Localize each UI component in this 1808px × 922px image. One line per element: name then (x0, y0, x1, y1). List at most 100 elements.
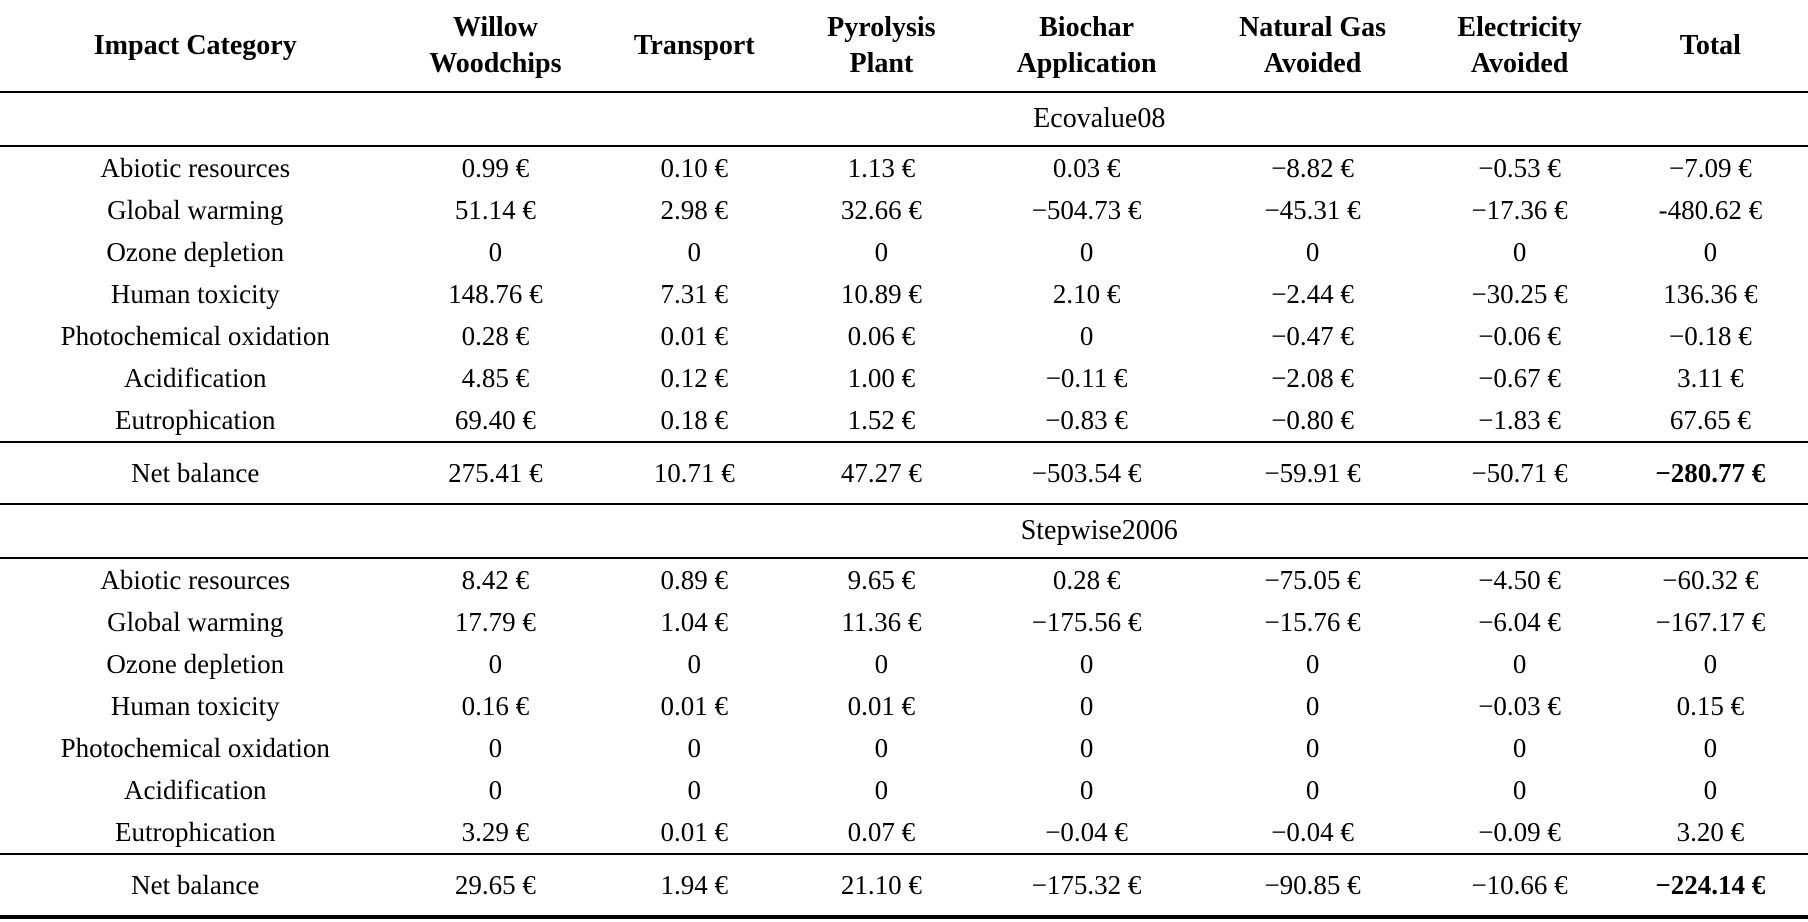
net-balance-value-cell: −10.66 € (1426, 853, 1613, 918)
value-cell: 0.12 € (660, 363, 729, 393)
value-cell: 0 (1512, 649, 1527, 679)
value-cell: −0.67 € (1478, 363, 1561, 393)
value-cell: 0.28 € (461, 321, 530, 351)
value-cell: −6.04 € (1478, 607, 1561, 637)
value-cell: −0.53 € (1478, 153, 1561, 183)
row-label: Global warming (107, 607, 284, 637)
column-header-electricity-avoided: Electricity Avoided (1426, 0, 1613, 93)
value-cell: −30.25 € (1471, 279, 1568, 309)
table-row-photochemical-oxidation: Photochemical oxidation 0 0 0 0 0 0 0 (0, 727, 1808, 769)
value-cell: 7.31 € (660, 279, 729, 309)
column-header-willow-woodchips: Willow Woodchips (390, 0, 601, 93)
net-balance-value-cell: −90.85 € (1198, 853, 1427, 918)
net-balance-value-cell: −175.32 € (974, 853, 1199, 918)
value-cell: 0.28 € (1052, 565, 1121, 595)
value-cell: 0 (1079, 775, 1094, 805)
value-cell: −17.36 € (1471, 195, 1568, 225)
net-balance-total-cell: −280.77 € (1612, 441, 1808, 505)
value-cell: 0 (488, 775, 503, 805)
section-title: Stepwise2006 (390, 504, 1808, 559)
value-cell: −0.04 € (1045, 817, 1128, 847)
value-cell: 3.20 € (1676, 817, 1745, 847)
value-cell: 0 (1703, 649, 1718, 679)
net-balance-value-cell: 29.65 € (390, 853, 601, 918)
column-header-total: Total (1612, 0, 1808, 93)
value-cell: 17.79 € (454, 607, 536, 637)
value-cell: −0.80 € (1271, 405, 1354, 435)
value-cell: 0 (687, 237, 702, 267)
value-cell: -480.62 € (1658, 195, 1763, 225)
value-cell: 0 (488, 649, 503, 679)
table-row-ozone-depletion: Ozone depletion 0 0 0 0 0 0 0 (0, 643, 1808, 685)
value-cell: −0.11 € (1045, 363, 1128, 393)
net-balance-value-cell: 1.94 € (600, 853, 789, 918)
value-cell: 0 (874, 775, 889, 805)
value-cell: −2.08 € (1271, 363, 1354, 393)
section-title: Ecovalue08 (390, 92, 1808, 147)
value-cell: 0.99 € (461, 153, 530, 183)
value-cell: −1.83 € (1478, 405, 1561, 435)
value-cell: 148.76 € (448, 279, 543, 309)
value-cell: −45.31 € (1264, 195, 1361, 225)
net-balance-value-cell: 21.10 € (788, 853, 975, 918)
column-header-pyrolysis-plant: Pyrolysis Plant (788, 0, 975, 93)
value-cell: 0 (1079, 321, 1094, 351)
value-cell: 0.18 € (660, 405, 729, 435)
row-label: Acidification (124, 775, 267, 805)
table-row-eutrophication: Eutrophication 69.40 € 0.18 € 1.52 € −0.83 €… (0, 399, 1808, 442)
value-cell: 51.14 € (454, 195, 536, 225)
value-cell: 1.52 € (847, 405, 916, 435)
value-cell: 3.11 € (1677, 363, 1744, 393)
value-cell: 3.29 € (461, 817, 530, 847)
value-cell: 1.04 € (660, 607, 729, 637)
section-spacer-cell (0, 504, 391, 559)
row-label: Ozone depletion (106, 237, 285, 267)
value-cell: 0 (874, 733, 889, 763)
value-cell: 1.13 € (847, 153, 916, 183)
value-cell: 0 (1703, 733, 1718, 763)
table-row-abiotic-resources: Abiotic resources 8.42 € 0.89 € 9.65 € 0.28 … (0, 558, 1808, 601)
net-balance-value-cell: 47.27 € (788, 441, 975, 505)
value-cell: 0 (687, 649, 702, 679)
row-label: Photochemical oxidation (60, 321, 330, 351)
value-cell: −504.73 € (1031, 195, 1142, 225)
value-cell: 4.85 € (461, 363, 530, 393)
header-row: Impact Category Willow Woodchips Transport… (0, 0, 1808, 93)
value-cell: 0.01 € (847, 691, 916, 721)
value-cell: 0 (687, 775, 702, 805)
value-cell: 0 (1305, 649, 1320, 679)
value-cell: −60.32 € (1662, 565, 1759, 595)
column-header-natural-gas-avoided: Natural Gas Avoided (1198, 0, 1427, 93)
value-cell: 0 (1305, 237, 1320, 267)
value-cell: 2.10 € (1052, 279, 1121, 309)
section-row-stepwise2006: Stepwise2006 (0, 504, 1808, 559)
value-cell: −175.56 € (1031, 607, 1142, 637)
column-header-transport: Transport (600, 0, 789, 93)
value-cell: 1.00 € (847, 363, 916, 393)
net-balance-row: Net balance 29.65 €1.94 €21.10 € −175.32 €… (0, 853, 1808, 918)
net-balance-value-cell: 10.71 € (600, 441, 789, 505)
table-row-eutrophication: Eutrophication 3.29 € 0.01 € 0.07 € −0.04 € −… (0, 811, 1808, 854)
section-row-ecovalue08: Ecovalue08 (0, 92, 1808, 147)
column-header-biochar-application: Biochar Application (974, 0, 1199, 93)
net-balance-total-cell: −224.14 € (1612, 853, 1808, 918)
value-cell: −7.09 € (1668, 153, 1752, 183)
row-label: Abiotic resources (100, 153, 291, 183)
value-cell: 8.42 € (461, 565, 530, 595)
net-balance-label: Net balance (0, 441, 391, 505)
value-cell: 0.07 € (847, 817, 916, 847)
value-cell: −0.04 € (1271, 817, 1354, 847)
value-cell: −0.06 € (1478, 321, 1561, 351)
value-cell: 0 (1512, 733, 1527, 763)
table-row-human-toxicity: Human toxicity 148.76 € 7.31 € 10.89 € 2.10 … (0, 273, 1808, 315)
row-label: Global warming (107, 195, 284, 225)
net-balance-value-cell: −503.54 € (974, 441, 1199, 505)
value-cell: 0 (874, 237, 889, 267)
row-label: Eutrophication (115, 817, 276, 847)
value-cell: −0.03 € (1478, 691, 1561, 721)
table-row-acidification: Acidification 4.85 € 0.12 € 1.00 € −0.11 € −2… (0, 357, 1808, 399)
value-cell: 10.89 € (840, 279, 922, 309)
section-spacer-cell (0, 92, 391, 147)
net-balance-label: Net balance (0, 853, 391, 918)
row-label: Abiotic resources (100, 565, 291, 595)
